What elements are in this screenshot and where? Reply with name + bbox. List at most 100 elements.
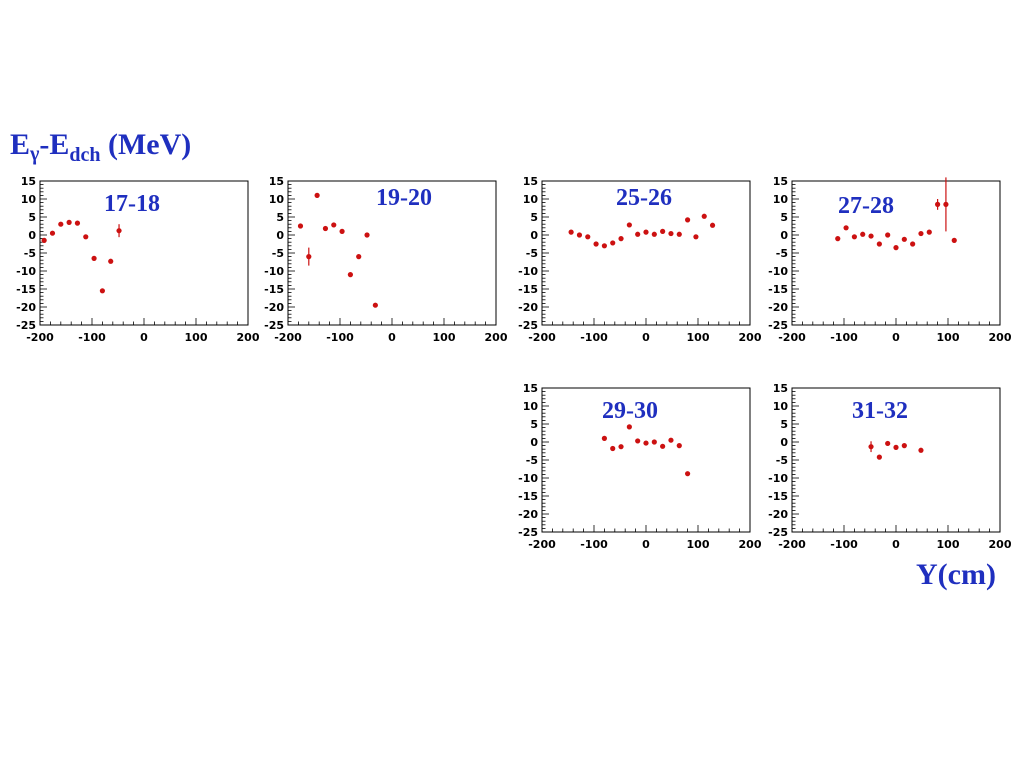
data-point xyxy=(364,232,370,238)
y-tick-label: -20 xyxy=(264,301,284,314)
y-tick-label: 10 xyxy=(773,400,789,413)
data-point xyxy=(676,443,682,449)
panel-title: 31-32 xyxy=(852,398,908,424)
y-tick-label: -25 xyxy=(518,319,538,332)
y-tick-label: -5 xyxy=(526,247,538,260)
data-point xyxy=(910,241,916,247)
data-point xyxy=(918,230,924,237)
y-tick-label: -10 xyxy=(264,265,284,278)
y-tick-label: -15 xyxy=(16,283,36,296)
data-point xyxy=(943,201,949,207)
chart-panel-17-18: 15 10 5 0 -5 -10 -15 -20 -25-200 -100 0 100 200 17-18 xyxy=(16,175,260,344)
data-point xyxy=(685,217,691,223)
data-point xyxy=(643,440,649,446)
plot-frame xyxy=(791,180,1001,326)
chart-panel-31-32: 15 10 5 0 -5 -10 -15 -20 -25-200 -100 0 100 200 31-32 xyxy=(768,382,1012,551)
x-tick-label: 200 xyxy=(237,331,260,344)
data-point xyxy=(626,222,632,228)
y-tick-label: 5 xyxy=(780,418,788,431)
data-point xyxy=(593,241,599,247)
y-tick-label: -5 xyxy=(526,454,538,467)
y-tick-label: -10 xyxy=(768,265,788,278)
y-tick-label: 10 xyxy=(269,193,285,206)
data-point xyxy=(576,232,583,238)
y-tick-label: -20 xyxy=(768,508,788,521)
y-tick-label: -15 xyxy=(768,283,788,296)
data-point xyxy=(685,471,691,477)
data-point xyxy=(601,243,607,249)
x-tick-label: -100 xyxy=(326,331,354,344)
x-tick-label: -200 xyxy=(778,331,806,344)
x-axis-label: Y(cm) xyxy=(916,558,996,591)
y-tick-label: -25 xyxy=(264,319,284,332)
data-point xyxy=(651,231,657,237)
data-point xyxy=(339,228,345,234)
data-point xyxy=(901,236,907,242)
x-tick-label: -200 xyxy=(528,331,556,344)
y-tick-label: 15 xyxy=(21,175,36,188)
data-point xyxy=(843,225,849,231)
data-point xyxy=(306,254,312,260)
data-point xyxy=(108,258,114,264)
x-tick-label: -200 xyxy=(528,538,556,551)
y-tick-label: -25 xyxy=(16,319,36,332)
chart-panel-25-26: 15 10 5 0 -5 -10 -15 -20 -25-200 -100 0 100 200 25-26 xyxy=(518,175,762,344)
y-tick-label: -5 xyxy=(776,454,788,467)
data-point xyxy=(868,233,874,239)
data-point xyxy=(876,454,882,460)
y-tick-label: 10 xyxy=(773,193,789,206)
y-tick-label: -5 xyxy=(776,247,788,260)
data-point xyxy=(116,228,122,234)
y-tick-label: -15 xyxy=(264,283,284,296)
y-tick-label: -5 xyxy=(24,247,36,260)
panel-title: 17-18 xyxy=(104,191,160,217)
data-point xyxy=(660,228,666,234)
data-point xyxy=(835,236,841,242)
y-tick-label: -25 xyxy=(768,319,788,332)
y-tick-label: -15 xyxy=(518,283,538,296)
x-tick-label: 200 xyxy=(989,538,1012,551)
y-tick-label: 5 xyxy=(276,211,284,224)
y-tick-label: -10 xyxy=(768,472,788,485)
y-tick-label: 10 xyxy=(21,193,37,206)
x-tick-label: 200 xyxy=(989,331,1012,344)
y-tick-label: -20 xyxy=(768,301,788,314)
y-tick-label: -15 xyxy=(518,490,538,503)
data-point xyxy=(568,229,574,235)
chart-panel-29-30: 15 10 5 0 -5 -10 -15 -20 -25-200 -100 0 100 200 29-30 xyxy=(518,382,762,551)
data-point xyxy=(668,230,674,237)
data-point xyxy=(99,288,105,294)
y-axis-label: Eγ-Edch (MeV) xyxy=(10,128,191,167)
x-tick-label: -200 xyxy=(26,331,54,344)
data-point xyxy=(49,230,56,236)
data-point xyxy=(347,272,353,278)
x-tick-label: 0 xyxy=(892,331,900,344)
chart-panel-27-28: 15 10 5 0 -5 -10 -15 -20 -25-200 -100 0 100 200 27-28 xyxy=(768,175,1012,344)
data-point xyxy=(331,222,337,228)
y-tick-label: 0 xyxy=(530,436,538,449)
data-point xyxy=(935,201,941,207)
data-point xyxy=(601,435,607,441)
data-point xyxy=(618,236,624,242)
panel-title: 29-30 xyxy=(602,398,658,424)
x-tick-label: 100 xyxy=(937,538,960,551)
data-point xyxy=(83,234,89,240)
data-point xyxy=(372,302,378,308)
y-tick-label: 0 xyxy=(276,229,284,242)
y-axis-label-gamma: γ xyxy=(30,143,40,165)
data-point xyxy=(893,444,899,450)
data-point xyxy=(676,231,682,237)
y-axis-label-minus-e: -E xyxy=(39,128,70,161)
x-tick-label: 100 xyxy=(687,538,710,551)
y-tick-label: 15 xyxy=(523,175,538,188)
data-point xyxy=(885,440,891,447)
data-point xyxy=(314,192,320,198)
y-tick-label: -15 xyxy=(768,490,788,503)
y-tick-label: 15 xyxy=(773,382,788,395)
data-point xyxy=(58,221,64,227)
y-tick-label: 5 xyxy=(780,211,788,224)
data-point xyxy=(297,223,304,229)
data-point xyxy=(610,240,616,246)
y-tick-label: -20 xyxy=(16,301,36,314)
x-tick-label: -100 xyxy=(830,538,858,551)
